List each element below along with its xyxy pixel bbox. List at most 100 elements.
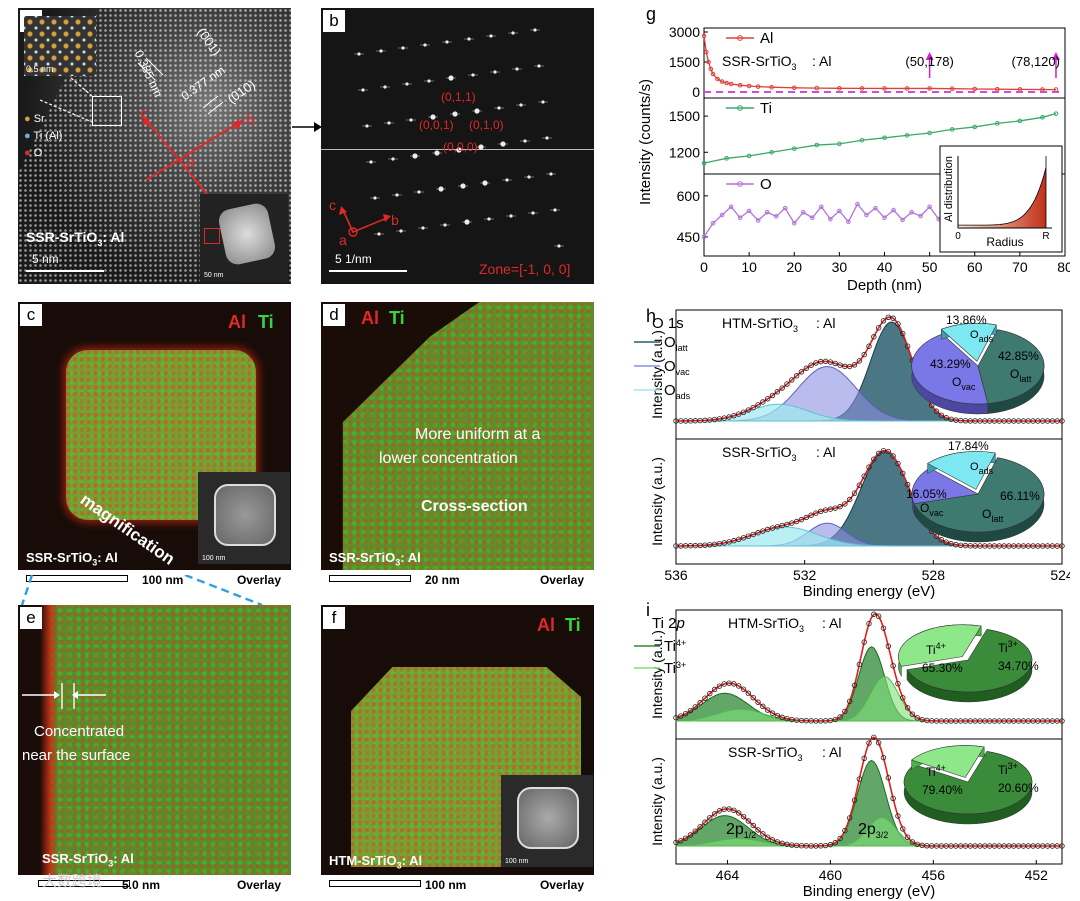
data-point — [875, 740, 882, 746]
data-point — [798, 516, 805, 523]
series-o-point — [810, 215, 815, 221]
series-al-point — [904, 86, 910, 91]
series-al-line — [703, 35, 1056, 91]
data-point — [948, 541, 954, 547]
panel-a-overlay — [39, 57, 244, 239]
series-o-point — [782, 205, 788, 211]
legend-marker — [737, 35, 743, 41]
data-point — [938, 412, 945, 418]
data-point — [808, 362, 814, 368]
watermark: 大数跨境 — [42, 873, 103, 890]
data-point — [697, 824, 703, 830]
data-point — [880, 625, 887, 631]
data-point — [832, 505, 838, 511]
data-point — [880, 318, 887, 324]
axes-b — [339, 206, 391, 237]
pie-label-latt: Olatt — [982, 507, 1004, 524]
panel-h-letter: h — [646, 306, 657, 326]
data-point — [904, 343, 911, 349]
data-point — [808, 512, 814, 518]
inset-scale-f: 100 nm — [505, 858, 529, 865]
legend-label-al: Al — [760, 30, 773, 47]
data-point — [784, 381, 790, 387]
data-point — [736, 683, 742, 689]
series-al-point — [769, 84, 774, 90]
data-point — [890, 663, 896, 669]
data-point — [938, 537, 945, 543]
panel-g-letter: g — [646, 4, 657, 24]
data-point — [866, 343, 872, 349]
data-point — [875, 613, 882, 619]
note-e2: near the surface — [22, 747, 131, 764]
data-point — [846, 815, 853, 821]
y-tick-label: 1200 — [669, 144, 700, 160]
scalebar-e — [38, 880, 130, 887]
data-point — [755, 402, 761, 408]
data-point — [740, 686, 747, 692]
data-point — [851, 490, 858, 496]
series-ti-point — [1040, 115, 1045, 120]
data-point — [856, 358, 863, 364]
data-point — [904, 481, 911, 488]
data-point — [764, 707, 771, 713]
zone-label: Zone=[-1, 0, 0] — [479, 261, 571, 277]
panel-b: b (0,1,1) (0,0,1) (0,1,0) (0,0,0) c b a … — [321, 8, 594, 284]
pie-label-ti3: Ti3+ — [998, 761, 1018, 777]
data-point — [914, 715, 920, 721]
data-point — [890, 795, 896, 802]
data-point — [726, 539, 732, 545]
pie-slice — [913, 457, 1045, 533]
panel-c: c Al Ti magnification 100 nm SSR-SrTiO3:… — [18, 302, 291, 588]
y-tick-label: 3000 — [669, 24, 700, 40]
overlay-e: Overlay — [236, 878, 281, 892]
data-point — [750, 822, 756, 829]
series-al-point — [737, 82, 743, 88]
selection-box — [92, 96, 122, 126]
sample-label-a: SSR-SrTiO3: Al — [26, 229, 125, 248]
series-ti-point — [995, 121, 1000, 126]
ti-label-f: Ti — [565, 615, 581, 635]
data-point — [943, 415, 949, 421]
legend-sr: ● Sr — [24, 113, 45, 125]
x-tick-label: 40 — [877, 259, 893, 275]
series-o-point — [882, 215, 887, 221]
panel-e-letter: e — [20, 607, 42, 629]
legend-marker — [737, 181, 743, 187]
data-point — [832, 840, 838, 846]
series-ti-point — [949, 127, 955, 132]
data-point — [837, 714, 843, 720]
pie-slice — [910, 745, 985, 778]
data-point — [900, 470, 906, 477]
sample-suffix-g: : Al — [812, 53, 831, 69]
atom-inset: 0.5 nm — [24, 16, 96, 76]
series-o-point — [791, 220, 797, 226]
data-point — [764, 834, 771, 840]
x-tick-label: 532 — [793, 567, 817, 583]
pie-label-ads: Oads — [970, 329, 994, 344]
series-al-point — [703, 49, 709, 55]
series-o-point — [710, 220, 716, 226]
data-point — [682, 710, 689, 717]
data-point — [769, 392, 776, 399]
pie-label-vac-value: 43.29% — [930, 357, 971, 371]
data-point — [813, 360, 819, 366]
data-point — [750, 531, 756, 538]
inset-scale: 0.5 nm — [26, 64, 54, 74]
data-point — [740, 409, 747, 415]
pie-label-ads-value: 13.86% — [946, 313, 987, 327]
data-point — [900, 330, 906, 337]
panel-i-letter: i — [646, 600, 650, 620]
data-point — [673, 715, 679, 721]
x-tick-label: 60 — [967, 259, 983, 275]
data-point — [1059, 843, 1065, 849]
data-point — [890, 453, 896, 459]
footer-f — [321, 875, 594, 893]
y-tick-label: 450 — [677, 229, 701, 245]
legend-ti: ● Ti (Al) — [24, 130, 63, 142]
sample-suffix: : Al — [822, 615, 841, 631]
cross-section-label: Cross-section — [421, 498, 528, 515]
y-axis-label: Intensity (a.u.) — [649, 757, 665, 846]
x-tick-label: 0 — [700, 259, 708, 275]
data-point — [803, 365, 809, 371]
legend-o: ● O — [24, 147, 43, 159]
